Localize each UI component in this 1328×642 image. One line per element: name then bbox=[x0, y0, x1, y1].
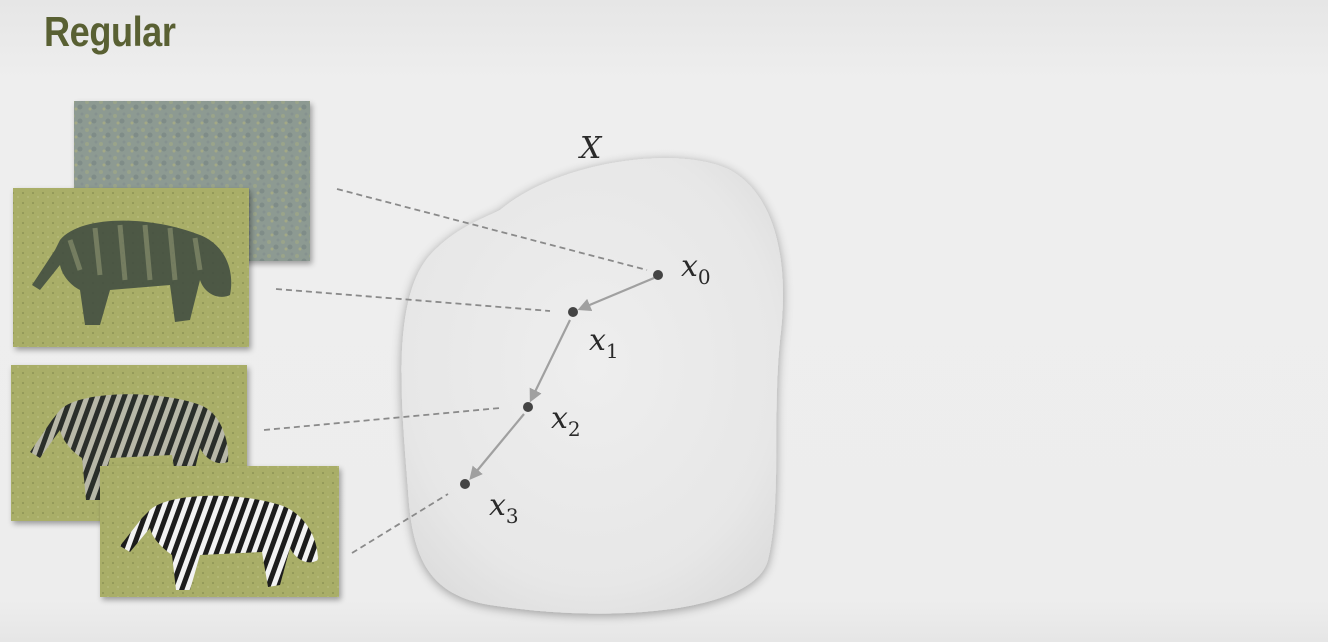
space-blob bbox=[401, 158, 783, 614]
trajectory-points bbox=[460, 270, 663, 489]
point-x1 bbox=[568, 307, 578, 317]
clean-zebra-image bbox=[100, 466, 339, 597]
trajectory-arrows bbox=[469, 276, 655, 481]
connector-x3 bbox=[351, 493, 449, 554]
connector-x1 bbox=[275, 288, 551, 312]
label-x3: x3 bbox=[489, 488, 519, 528]
point-x2 bbox=[523, 402, 533, 412]
label-x0: x0 bbox=[681, 249, 711, 289]
space-label: X bbox=[578, 131, 603, 166]
connector-x0 bbox=[336, 188, 648, 271]
image-stack bbox=[11, 101, 339, 597]
point-x0 bbox=[653, 270, 663, 280]
point-labels: x0 x1 x2 x3 bbox=[489, 249, 711, 528]
label-x2: x2 bbox=[551, 401, 581, 441]
arrow-x0-x1 bbox=[577, 276, 655, 312]
blurry-zebra-image bbox=[13, 188, 249, 347]
dashed-connectors bbox=[263, 188, 648, 554]
arrow-x1-x2 bbox=[529, 319, 571, 403]
label-x1: x1 bbox=[589, 323, 619, 363]
point-x3 bbox=[460, 479, 470, 489]
arrow-x2-x3 bbox=[469, 413, 525, 481]
slide-title: Regular bbox=[44, 8, 176, 55]
